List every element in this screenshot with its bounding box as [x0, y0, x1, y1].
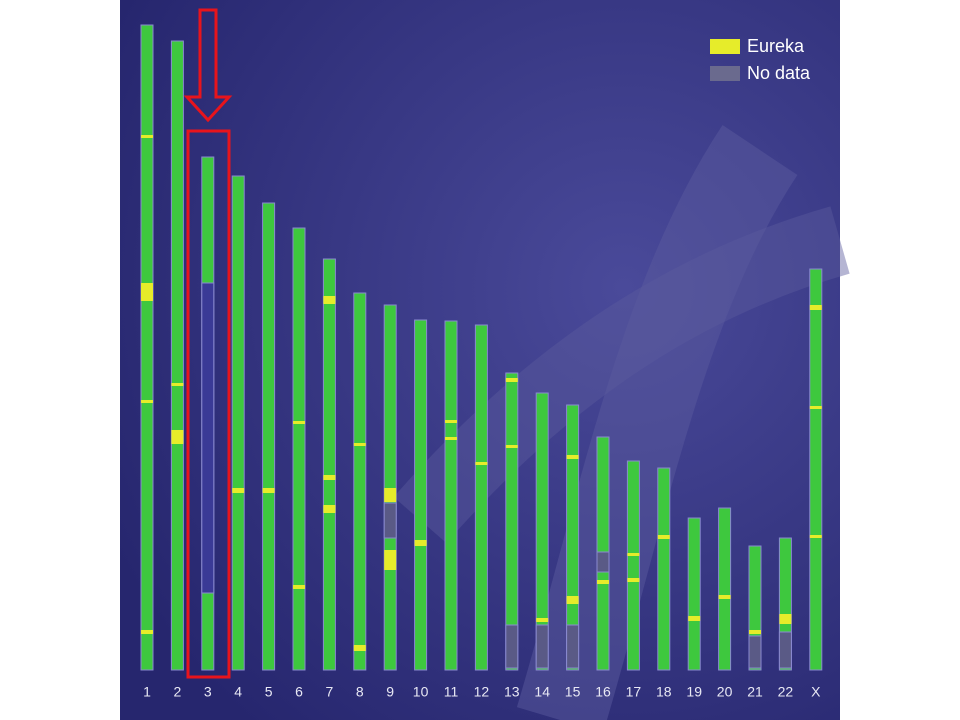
eureka-band: [627, 578, 640, 582]
chromosome-label: 16: [595, 684, 611, 700]
eureka-band: [323, 505, 336, 513]
no-data-region: [535, 624, 549, 669]
eureka-band: [505, 445, 518, 448]
chromosome-label: 17: [626, 684, 642, 700]
chromosome-label: 4: [234, 684, 242, 700]
eureka-band: [445, 420, 457, 423]
chromosome-label: 3: [204, 684, 212, 700]
eureka-band: [141, 283, 153, 301]
eureka-band: [749, 630, 761, 634]
eureka-band: [809, 305, 822, 310]
no-data-region: [596, 551, 610, 573]
chromosomes: 1 2 3 4 5 6 7 8 9 10 11 12 13 14 15 16 17 18 19 20 21 22 X: [140, 24, 823, 700]
chromosome-bar: [535, 392, 549, 671]
chromosome-label: 11: [444, 684, 459, 700]
chromosome-bar: [322, 258, 336, 671]
chromosome-label: 7: [326, 684, 334, 700]
chromosome-bar: [170, 40, 184, 671]
eureka-band: [718, 595, 731, 599]
eureka-band: [505, 378, 518, 382]
chromosome-bar: [657, 467, 671, 671]
chromosome-label: 20: [717, 684, 733, 700]
eureka-band: [293, 421, 305, 424]
chromosome-bar: [718, 507, 732, 671]
eureka-band: [293, 585, 305, 589]
eureka-band: [353, 443, 366, 446]
eureka-band: [384, 488, 397, 502]
eureka-band: [353, 645, 366, 651]
chromosome-bar: [262, 202, 276, 671]
chromosome-label: 5: [265, 684, 273, 700]
eureka-band: [779, 614, 792, 624]
chromosome-bar: [292, 227, 306, 671]
eureka-band: [323, 475, 336, 480]
chromosome-label: 13: [504, 684, 520, 700]
eureka-band: [141, 630, 153, 634]
chromosome-label: 8: [356, 684, 364, 700]
legend-swatch: [710, 39, 740, 54]
eureka-band: [475, 462, 488, 465]
eureka-band: [657, 535, 670, 539]
chromosome-label: 19: [686, 684, 702, 700]
eureka-band: [323, 296, 336, 304]
no-data-region: [505, 624, 519, 669]
chromosome-label: 18: [656, 684, 672, 700]
no-data-region: [383, 502, 397, 539]
eureka-band: [809, 406, 822, 409]
legend-label: Eureka: [747, 36, 805, 56]
eureka-band: [171, 430, 184, 444]
chromosome-label: 1: [143, 684, 151, 700]
eureka-band: [688, 616, 701, 621]
eureka-band: [384, 550, 397, 570]
no-data-region: [748, 635, 762, 669]
chromosome-label: X: [811, 684, 821, 700]
eureka-band: [445, 437, 457, 440]
eureka-band: [566, 596, 579, 604]
chromosome-bar: [414, 319, 428, 671]
legend-swatch: [710, 66, 740, 81]
eureka-band: [232, 488, 245, 493]
chromosome-label: 2: [174, 684, 182, 700]
chromosome-bar: [140, 24, 154, 671]
eureka-band: [627, 553, 640, 556]
chromosome-bar: [474, 324, 488, 671]
chromosome-bar: [231, 175, 245, 671]
eureka-band: [141, 400, 153, 403]
chromosome-bar: [444, 320, 458, 671]
chromosome-bar: [353, 292, 367, 671]
chromosome-bar: [687, 517, 701, 671]
chromosome-label: 12: [474, 684, 490, 700]
no-data-region: [566, 624, 580, 669]
eureka-band: [597, 580, 609, 584]
backdrop-shape: [516, 125, 798, 720]
chromosome-label: 9: [386, 684, 394, 700]
highlight-arrow: [183, 8, 233, 123]
eureka-band: [809, 535, 822, 538]
eureka-band: [171, 383, 184, 386]
chromosome-bar: [626, 460, 640, 671]
eureka-band: [536, 618, 549, 622]
chromosome-label: 21: [747, 684, 763, 700]
chromosome-bar: [383, 304, 397, 671]
no-data-region: [778, 631, 792, 669]
eureka-band: [566, 455, 579, 459]
legend-label: No data: [747, 63, 811, 83]
chromosome-label: 22: [778, 684, 794, 700]
chromosome-bar: [809, 268, 823, 671]
chromosome-label: 6: [295, 684, 303, 700]
chromosome-label: 10: [413, 684, 429, 700]
chromosome-label: 14: [534, 684, 550, 700]
no-data-region: [201, 282, 215, 594]
highlight-box: [186, 129, 231, 679]
eureka-band: [262, 488, 275, 493]
eureka-band: [141, 135, 153, 138]
chromosome-label: 15: [565, 684, 581, 700]
eureka-band: [414, 540, 427, 546]
